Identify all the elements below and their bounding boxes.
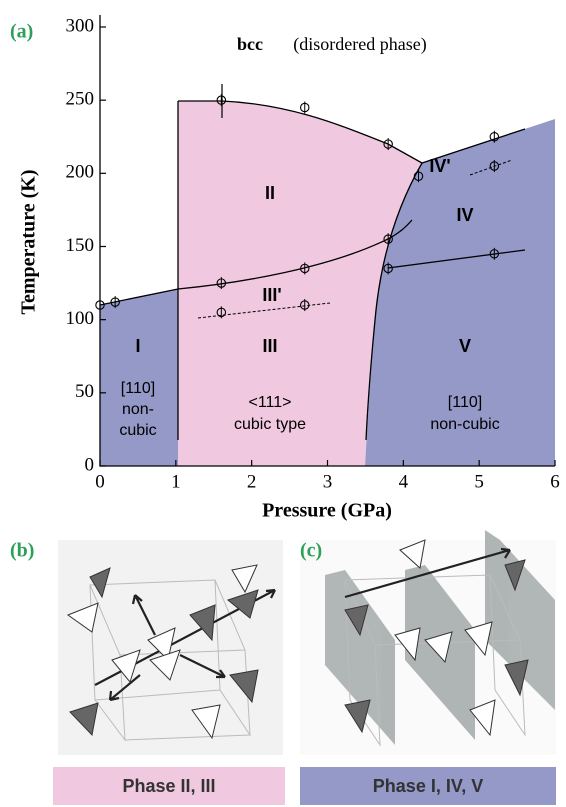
panel-label: (b) <box>10 540 34 562</box>
annotation: IV' <box>429 156 450 176</box>
x-axis-label: Pressure (GPa) <box>262 500 392 522</box>
annotation: V <box>459 336 471 356</box>
x-tick-label: 6 <box>550 471 560 492</box>
annotation: I <box>135 336 140 356</box>
cube-b <box>89 579 251 742</box>
y-tick-label: 300 <box>66 15 95 36</box>
annotation: bcc <box>237 34 263 54</box>
x-tick-label: 0 <box>95 471 105 492</box>
annotation: (disordered phase) <box>293 34 426 55</box>
region-IV-V <box>365 119 555 466</box>
region-II-III <box>178 101 422 466</box>
annotation: non- <box>122 401 154 418</box>
annotation: [110] <box>448 394 482 411</box>
x-tick-label: 1 <box>171 471 181 492</box>
cube-c <box>344 574 526 747</box>
x-tick-label: 5 <box>474 471 484 492</box>
y-tick-label: 250 <box>66 89 95 110</box>
caption-box <box>300 767 556 805</box>
boundaries <box>99 100 526 441</box>
annotation: non-cubic <box>430 416 499 433</box>
annotation: IV <box>456 205 473 225</box>
y-axis-label: Temperature (K) <box>18 170 40 315</box>
x-tick-label: 4 <box>399 471 409 492</box>
annotation: cubic <box>119 422 156 439</box>
region-I <box>100 289 178 466</box>
annotation: [110] <box>121 380 155 397</box>
molecules-c <box>344 539 529 737</box>
x-tick-label: 2 <box>247 471 257 492</box>
arrow-c <box>344 547 511 599</box>
annotation: II <box>265 183 275 203</box>
annotation: cubic type <box>234 416 306 433</box>
molecules-b <box>66 564 259 740</box>
y-tick-label: 150 <box>66 235 95 256</box>
annotation: <111> <box>248 394 291 411</box>
caption: Phase II, III <box>122 776 215 796</box>
panel-label: (a) <box>10 21 33 43</box>
panel-label: (c) <box>300 540 322 562</box>
y-tick-label: 50 <box>75 381 94 402</box>
y-tick-label: 0 <box>85 454 95 475</box>
annotation: III <box>262 336 277 356</box>
y-tick-label: 100 <box>66 308 95 329</box>
x-tick-label: 3 <box>323 471 333 492</box>
caption-box <box>53 767 285 805</box>
caption: Phase I, IV, V <box>373 776 483 796</box>
annotation: III' <box>262 285 281 305</box>
y-tick-label: 200 <box>66 162 95 183</box>
